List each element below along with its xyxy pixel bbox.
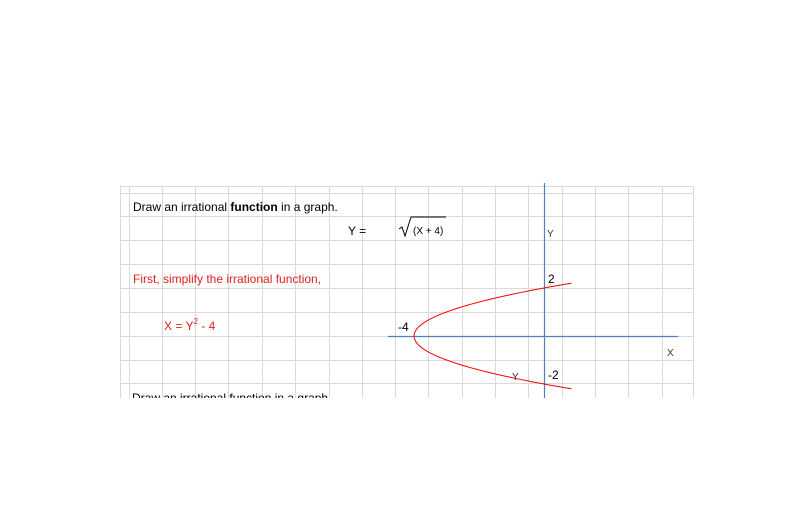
eq2-rhs: - 4 xyxy=(197,319,216,333)
title-pre: Draw an irrational xyxy=(133,200,231,214)
tick-label-neg: -2 xyxy=(548,368,559,382)
title-post: in a graph. xyxy=(277,200,338,214)
simplified-equation: X = Y2 - 4 xyxy=(164,317,216,334)
vertex-label: -4 xyxy=(398,320,409,334)
title-bold: function xyxy=(230,200,278,214)
y-axis-label: Y xyxy=(547,229,554,240)
equation-radicand: (X + 4) xyxy=(413,226,444,237)
tick-label-pos: 2 xyxy=(548,272,555,286)
step-text: First, simplify the irrational function, xyxy=(133,272,322,286)
eq2-exponent: 2 xyxy=(193,317,198,326)
x-axis-label: X xyxy=(667,348,674,359)
eq2-lhs: X = Y xyxy=(164,319,194,333)
sqrt-icon xyxy=(398,216,446,238)
equation-lhs: Y = xyxy=(348,224,367,238)
title-text: Draw an irrational function in a graph. xyxy=(133,200,338,214)
cut-off-row-text: Draw an irrational function in a graph xyxy=(132,391,329,398)
parabola-curve xyxy=(413,282,572,390)
lower-y-label: Y xyxy=(512,372,519,383)
